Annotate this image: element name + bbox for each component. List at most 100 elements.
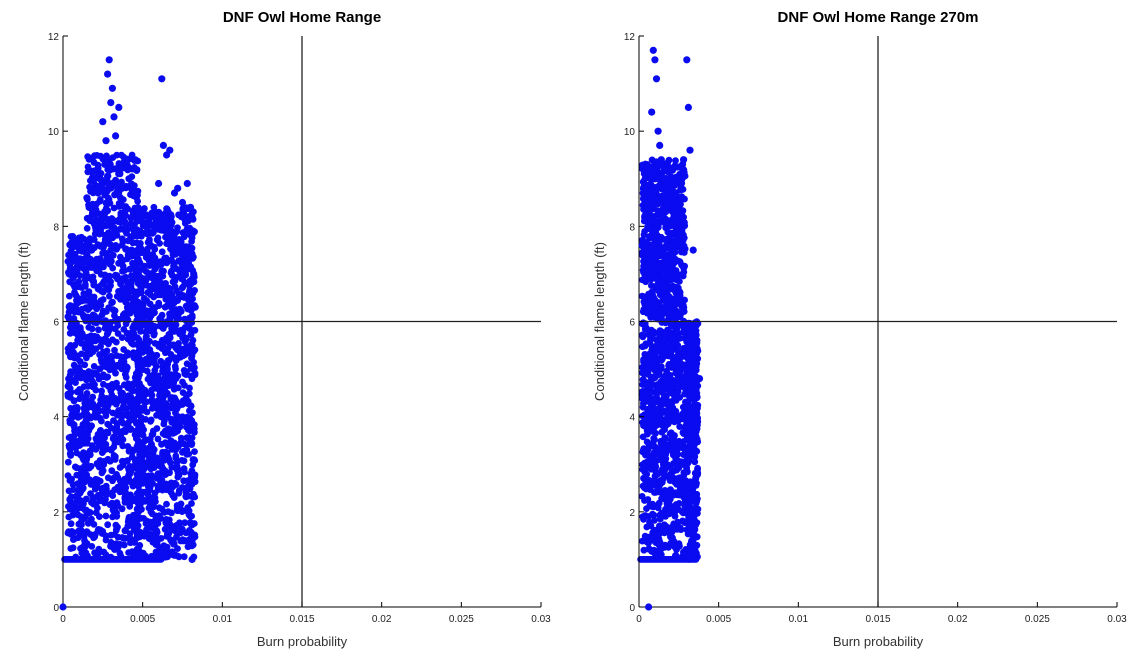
x-tick-label: 0.025 [449, 614, 474, 625]
chart-title: DNF Owl Home Range 270m [778, 9, 979, 26]
scatter-point [191, 303, 199, 311]
bottom-band-1 [61, 556, 165, 563]
scatter-point [641, 198, 650, 207]
scatter-point [110, 113, 118, 121]
scatter-point [689, 246, 697, 254]
dense-cloud-2 [638, 156, 702, 563]
y-tick-label: 2 [53, 508, 59, 519]
scatter-point [108, 84, 116, 92]
scatter-point [186, 203, 195, 211]
scatter-point [166, 146, 174, 154]
x-tick-label: 0.03 [531, 614, 551, 625]
scatter-point [183, 179, 191, 188]
scatter-point [72, 327, 80, 335]
scatter-point [159, 141, 167, 149]
scatter-point [115, 103, 123, 111]
scatter-point [652, 75, 661, 83]
x-tick-label: 0.005 [706, 614, 731, 625]
scatter-point [91, 175, 99, 183]
scatter-point [99, 118, 107, 126]
scatter-point [676, 208, 685, 216]
x-axis-label: Burn probability [257, 634, 348, 649]
scatter-point [174, 184, 182, 192]
y-tick-label: 0 [53, 603, 59, 614]
scatter-point [683, 56, 691, 64]
scatter-point [656, 141, 664, 149]
scatter-point [135, 308, 144, 316]
scatter-point [651, 56, 659, 64]
scatter-point [680, 156, 688, 164]
scatter-point [78, 260, 86, 268]
scatter-point [684, 103, 693, 111]
scatter-point [65, 303, 73, 311]
scatter-point [151, 279, 159, 287]
scatter-point [139, 265, 147, 273]
scatter-point [131, 232, 139, 240]
scatter-point [686, 146, 694, 154]
x-tick-label: 0.02 [948, 614, 968, 625]
x-tick-label: 0.025 [1025, 614, 1050, 625]
scatter-point [59, 603, 67, 611]
y-tick-label: 6 [53, 318, 59, 329]
scatter-point [107, 99, 115, 107]
scatter-point [645, 165, 653, 173]
dense-cloud-1 [64, 151, 199, 563]
y-tick-label: 10 [48, 127, 60, 138]
y-tick-label: 0 [629, 603, 635, 614]
y-tick-label: 8 [53, 222, 59, 233]
x-tick-label: 0 [636, 614, 642, 625]
x-tick-label: 0.005 [130, 614, 155, 625]
scatter-point [94, 189, 102, 197]
scatter-point [83, 194, 91, 202]
scatter-point [667, 165, 675, 173]
scatter-point [188, 555, 196, 564]
y-tick-label: 2 [629, 508, 635, 519]
bottom-band-2 [637, 556, 700, 563]
scatter-points-layer [59, 46, 704, 611]
scatter-point [118, 184, 126, 192]
scatter-point [123, 160, 131, 169]
scatter-point [105, 56, 113, 64]
y-tick-label: 4 [53, 413, 59, 424]
x-tick-label: 0.015 [865, 614, 890, 625]
x-tick-label: 0.03 [1107, 614, 1127, 625]
scatter-point [659, 175, 667, 183]
y-axis-label: Conditional flame length (ft) [592, 242, 607, 401]
scatter-point [178, 198, 187, 207]
scatter-point [190, 270, 198, 278]
scatter-point [664, 189, 672, 197]
scatter-point [670, 194, 678, 202]
x-tick-label: 0.015 [289, 614, 314, 625]
x-tick-label: 0 [60, 614, 66, 625]
scatter-point [127, 246, 136, 254]
x-axis-label: Burn probability [833, 634, 924, 649]
scatter-point [147, 241, 155, 249]
y-tick-label: 10 [624, 127, 636, 138]
y-tick-label: 8 [629, 222, 635, 233]
y-tick-label: 12 [624, 32, 636, 43]
y-tick-label: 6 [629, 318, 635, 329]
x-tick-label: 0.01 [213, 614, 233, 625]
x-tick-label: 0.01 [789, 614, 809, 625]
scatter-point [692, 336, 701, 345]
y-tick-label: 4 [629, 413, 635, 424]
axes-layer [62, 35, 1118, 608]
y-axis-label: Conditional flame length (ft) [16, 242, 31, 401]
scatter-point [142, 275, 150, 283]
scatter-point [158, 75, 166, 83]
chart-title: DNF Owl Home Range [223, 9, 381, 26]
text-layer: 0 0.005 0.01 0.015 0.02 0.025 0.03 0 2 4 6 8 10 12 DNF… [16, 9, 1127, 649]
scatter-point [654, 127, 662, 135]
scatter-point [645, 603, 653, 611]
scatter-point [673, 175, 681, 183]
scatter-point [102, 137, 110, 145]
scatter-point [657, 156, 665, 164]
scatter-point [638, 241, 646, 249]
scatter-point [112, 132, 120, 140]
y-tick-label: 12 [48, 32, 60, 43]
scatter-point [88, 246, 96, 254]
scatter-point [104, 70, 112, 78]
scatter-point [648, 108, 656, 116]
scatter-point [695, 375, 704, 383]
